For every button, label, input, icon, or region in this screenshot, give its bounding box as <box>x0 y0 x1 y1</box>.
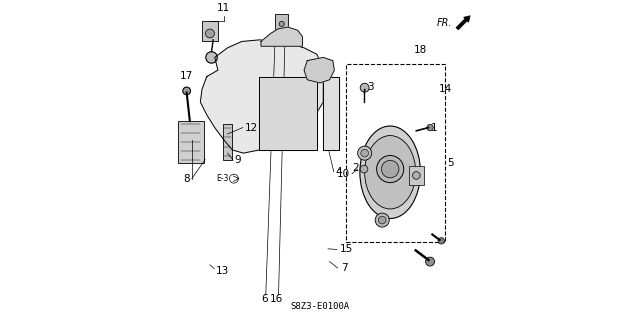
Bar <box>202 21 218 41</box>
Polygon shape <box>200 40 323 153</box>
Text: 14: 14 <box>439 84 452 94</box>
Circle shape <box>320 64 326 70</box>
Circle shape <box>426 257 435 266</box>
Bar <box>178 121 204 163</box>
Ellipse shape <box>365 136 416 209</box>
Bar <box>410 166 424 185</box>
Text: FR.: FR. <box>437 18 452 28</box>
Polygon shape <box>259 77 317 150</box>
Text: 16: 16 <box>270 294 284 304</box>
Circle shape <box>328 83 334 89</box>
Polygon shape <box>261 27 303 46</box>
Text: 6: 6 <box>261 294 268 304</box>
Text: 11: 11 <box>217 4 230 13</box>
Circle shape <box>361 149 369 157</box>
Text: 15: 15 <box>340 244 353 255</box>
Circle shape <box>263 85 268 90</box>
Circle shape <box>427 124 433 131</box>
Circle shape <box>183 87 191 95</box>
Circle shape <box>274 99 303 128</box>
Text: 18: 18 <box>414 45 427 56</box>
Circle shape <box>378 216 386 224</box>
Text: 12: 12 <box>245 122 259 133</box>
Polygon shape <box>323 77 339 150</box>
Text: 13: 13 <box>216 266 229 276</box>
FancyArrow shape <box>456 16 470 30</box>
Circle shape <box>307 85 312 90</box>
Ellipse shape <box>376 155 404 182</box>
Circle shape <box>279 21 284 26</box>
Circle shape <box>307 138 312 143</box>
Text: 7: 7 <box>340 263 348 273</box>
Circle shape <box>360 83 369 92</box>
Circle shape <box>268 93 309 134</box>
Circle shape <box>328 137 334 144</box>
Circle shape <box>205 29 214 38</box>
Text: 5: 5 <box>447 158 454 168</box>
Text: 9: 9 <box>235 155 241 165</box>
Circle shape <box>375 213 389 227</box>
Bar <box>264 83 312 144</box>
Bar <box>275 14 288 30</box>
Circle shape <box>358 146 372 160</box>
Text: 2: 2 <box>352 163 359 174</box>
Bar <box>346 64 445 242</box>
Text: 8: 8 <box>184 174 190 184</box>
Text: 4: 4 <box>335 167 342 177</box>
Text: 1: 1 <box>431 122 438 133</box>
Circle shape <box>360 165 368 173</box>
Text: 17: 17 <box>180 71 193 81</box>
Text: S8Z3-E0100A: S8Z3-E0100A <box>291 302 349 311</box>
Circle shape <box>438 238 444 244</box>
Bar <box>223 124 232 160</box>
Circle shape <box>263 138 268 143</box>
Text: 3: 3 <box>367 82 374 92</box>
Circle shape <box>317 61 329 73</box>
Ellipse shape <box>360 126 420 219</box>
Polygon shape <box>304 57 334 83</box>
Circle shape <box>413 172 420 179</box>
Ellipse shape <box>381 160 399 178</box>
Circle shape <box>206 52 218 63</box>
Ellipse shape <box>327 99 335 128</box>
Text: E-3: E-3 <box>217 174 229 183</box>
Text: 10: 10 <box>337 169 350 179</box>
